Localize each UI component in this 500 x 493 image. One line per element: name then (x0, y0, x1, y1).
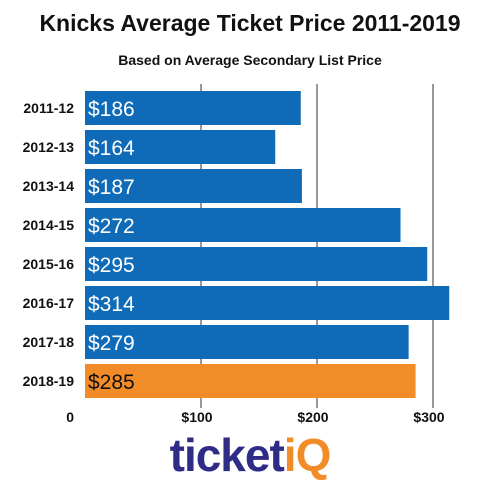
x-tick-label-100: $100 (181, 409, 212, 425)
data-label-2011-12: $186 (88, 98, 135, 121)
bar-2015-16 (85, 247, 428, 281)
bar-2014-15 (85, 208, 401, 242)
category-label-2016-17: 2016-17 (23, 295, 75, 311)
category-label-2013-14: 2013-14 (23, 178, 75, 194)
bar-2017-18 (85, 325, 409, 359)
logo-part-ticket: ticket (169, 429, 285, 481)
data-label-2012-13: $164 (88, 137, 135, 160)
x-tick-label-300: $300 (413, 409, 444, 425)
category-label-2017-18: 2017-18 (23, 334, 75, 350)
bar-2018-19 (85, 364, 416, 398)
bar-2013-14 (85, 169, 302, 203)
ticketiq-logo: ticketiQ (0, 428, 500, 482)
category-label-2014-15: 2014-15 (23, 217, 75, 233)
logo-part-iq: iQ (283, 429, 332, 481)
chart-title: Knicks Average Ticket Price 2011-2019 (39, 10, 461, 36)
bar-chart: $186 2011-12 $164 2012-13 $187 2013-14 $272 201… (23, 84, 450, 425)
bar-2011-12 (85, 91, 301, 125)
data-label-2013-14: $187 (88, 176, 135, 199)
data-label-2015-16: $295 (88, 254, 135, 277)
data-label-2016-17: $314 (88, 293, 135, 316)
category-label-2011-12: 2011-12 (23, 100, 74, 116)
chart-subtitle: Based on Average Secondary List Price (118, 52, 382, 68)
bar-2016-17 (85, 286, 450, 320)
category-label-2015-16: 2015-16 (23, 256, 75, 272)
data-label-2017-18: $279 (88, 332, 135, 355)
bar-2012-13 (85, 130, 276, 164)
category-label-2018-19: 2018-19 (23, 373, 75, 389)
x-tick-label-0: 0 (66, 409, 74, 425)
data-label-2018-19: $285 (88, 371, 135, 394)
category-label-2012-13: 2012-13 (23, 139, 75, 155)
data-label-2014-15: $272 (88, 215, 135, 238)
x-tick-label-200: $200 (297, 409, 328, 425)
